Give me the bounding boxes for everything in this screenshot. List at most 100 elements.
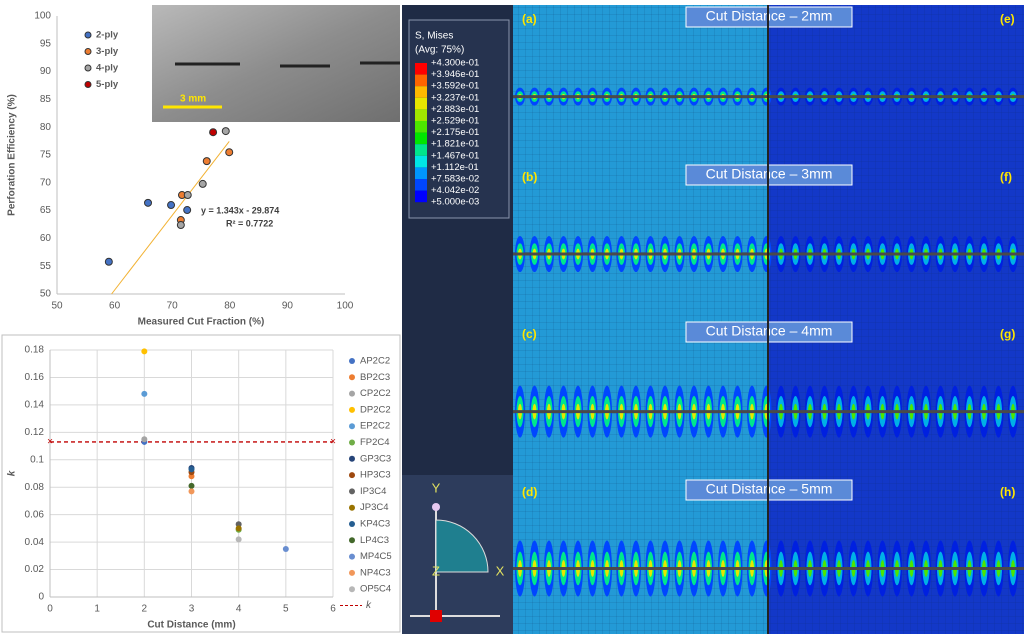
legend-label: KP4C3	[360, 519, 390, 530]
panel-label: (f)	[1000, 170, 1012, 184]
contour-swatch	[415, 132, 427, 145]
contour-level: +1.821e-01	[431, 139, 479, 150]
y-tick-label: 90	[40, 66, 52, 77]
legend-label: 2-ply	[96, 30, 119, 41]
legend-label: IP3C4	[360, 486, 386, 497]
legend-label: DP2C2	[360, 404, 391, 415]
x-tick-label: 100	[337, 301, 354, 312]
contour-swatch	[415, 74, 427, 87]
point	[282, 545, 289, 552]
y-tick-label: 0.08	[25, 482, 45, 493]
y-tick-label: 55	[40, 261, 52, 272]
legend-marker	[349, 423, 355, 430]
triad-origin	[430, 610, 442, 622]
x-tick-label: 3	[189, 604, 195, 615]
contour-level: +3.592e-01	[431, 81, 479, 92]
contour-swatch	[415, 63, 427, 75]
y-tick-label: 0.16	[25, 372, 45, 383]
point	[198, 179, 207, 188]
trendline-equation: y = 1.343x - 29.874	[201, 205, 279, 215]
legend-marker	[349, 406, 355, 413]
contour-level: +1.112e-01	[431, 162, 479, 173]
y-tick-label: 0.06	[25, 509, 45, 520]
panel-label: (b)	[522, 170, 537, 184]
y-tick-label: 0.18	[25, 345, 45, 356]
panel-label: (e)	[1000, 12, 1015, 26]
legend-label: MP4C5	[360, 551, 392, 562]
contour-swatch	[415, 121, 427, 133]
scale-bar-label: 3 mm	[180, 94, 206, 105]
triad-quadrant	[435, 519, 489, 573]
x-tick-label: 5	[283, 604, 289, 615]
legend-label: CP2C2	[360, 388, 391, 399]
x-tick-label: 2	[142, 604, 148, 615]
contour-title: S, Mises	[415, 31, 453, 42]
y-tick-label: 80	[40, 122, 52, 133]
legend-marker	[349, 455, 355, 462]
point	[176, 221, 185, 230]
point	[141, 390, 148, 397]
legend-label: GP3C3	[360, 453, 391, 464]
point	[225, 148, 234, 157]
x-tick-label: 50	[51, 301, 63, 312]
point	[188, 488, 195, 495]
point	[235, 536, 242, 543]
x-tick-label: 4	[236, 604, 242, 615]
x-tick-label: 1	[94, 604, 100, 615]
trendline-r2: R² = 0.7722	[226, 218, 273, 228]
legend-marker	[349, 537, 355, 544]
legend-marker	[84, 64, 92, 72]
legend-marker	[349, 358, 355, 364]
x-tick-label: 6	[330, 604, 336, 615]
legend-label: NP4C3	[360, 567, 391, 578]
point	[183, 191, 192, 200]
point	[235, 521, 242, 528]
panel-label: (d)	[522, 485, 537, 499]
legend-marker	[349, 521, 355, 527]
legend-marker	[84, 81, 92, 88]
chart-frame	[1, 334, 401, 633]
point	[104, 257, 113, 266]
y-tick-label: 50	[40, 289, 52, 300]
triad-label: X	[496, 563, 505, 578]
point	[188, 473, 195, 480]
y-tick-label: 0.12	[25, 427, 45, 438]
panel-label: (a)	[522, 12, 537, 26]
contour-swatch	[415, 167, 427, 179]
point	[221, 127, 230, 136]
contour-level: +2.529e-01	[431, 116, 479, 127]
x-tick-label: 80	[224, 301, 236, 312]
legend-marker	[349, 390, 355, 397]
contour-swatch	[415, 97, 427, 110]
contour-level: +5.000e-03	[431, 197, 479, 208]
contour-swatch	[415, 179, 427, 191]
legend-label: OP5C4	[360, 584, 391, 595]
x-tick-label: 60	[109, 301, 121, 312]
contour-swatch	[415, 86, 427, 98]
legend-label: BP2C3	[360, 372, 390, 383]
point	[141, 348, 148, 355]
legend-label: FP2C4	[360, 437, 390, 448]
panel-label: (c)	[522, 327, 537, 341]
point	[141, 436, 148, 443]
triad-label: Z	[432, 563, 440, 578]
legend-label: JP3C4	[360, 502, 389, 513]
y-axis-label: k	[7, 470, 18, 476]
y-tick-label: 65	[40, 205, 52, 216]
point	[188, 482, 195, 489]
contour-level: +3.237e-01	[431, 92, 479, 103]
triad: Y Z X	[410, 480, 505, 622]
legend-marker	[349, 488, 355, 495]
y-tick-label: 75	[40, 150, 52, 161]
point	[188, 466, 195, 473]
y-tick-label: 85	[40, 94, 52, 105]
x-tick-label: 90	[282, 301, 294, 312]
panel-label: (h)	[1000, 485, 1015, 499]
reference-marker: ×	[47, 437, 53, 448]
y-tick-label: 0.14	[25, 400, 45, 411]
contour-swatch	[415, 109, 427, 121]
y-tick-label: 60	[40, 233, 52, 244]
contour-level: +4.300e-01	[431, 58, 479, 69]
contour-swatch	[415, 155, 427, 168]
contour-swatch	[415, 144, 427, 156]
